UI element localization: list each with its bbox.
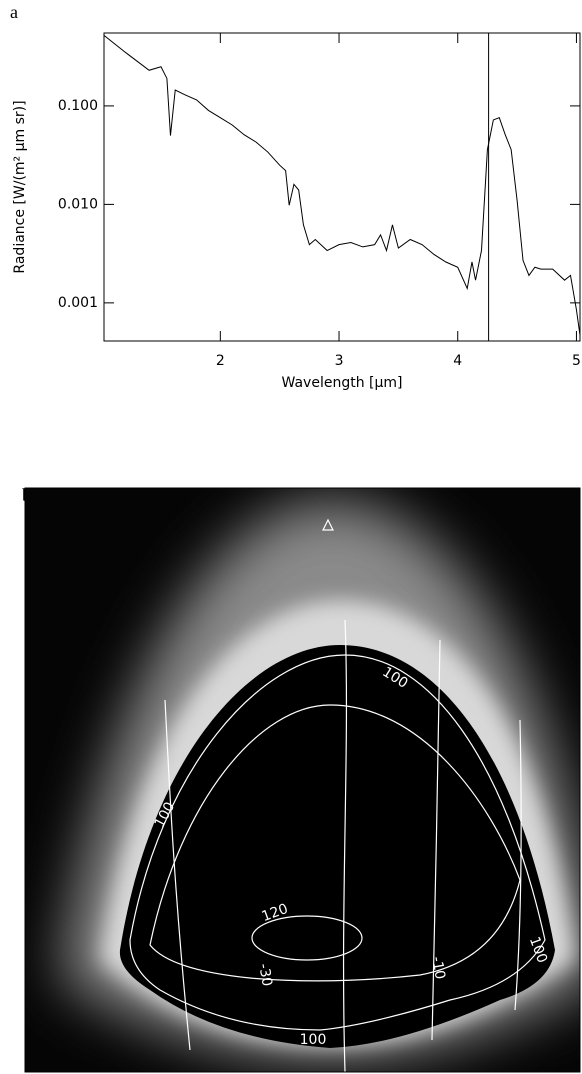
image-panel <box>25 488 580 1072</box>
y-tick-label: 0.001 <box>58 295 98 311</box>
x-tick-label: 5 <box>572 353 581 369</box>
y-tick-label: 0.100 <box>58 98 98 114</box>
contour-label: -30 <box>255 962 275 987</box>
x-tick-label: 4 <box>453 353 462 369</box>
contour-label: -10 <box>428 955 448 980</box>
plot-frame <box>103 32 581 342</box>
dark-region <box>119 645 555 1048</box>
contours <box>129 518 546 1072</box>
y-axis-label: Radiance [W/(m² μm sr)] <box>12 100 28 273</box>
x-tick-label: 3 <box>335 353 344 369</box>
y-tick-label: 0.010 <box>58 196 98 212</box>
spectrum-line <box>103 35 581 336</box>
x-tick-label: 2 <box>216 353 225 369</box>
image-frame <box>24 487 581 1073</box>
panel-label: a <box>10 2 18 22</box>
contour-label: 100 <box>300 1032 327 1048</box>
x-axis-label: Wavelength [μm] <box>282 375 403 391</box>
